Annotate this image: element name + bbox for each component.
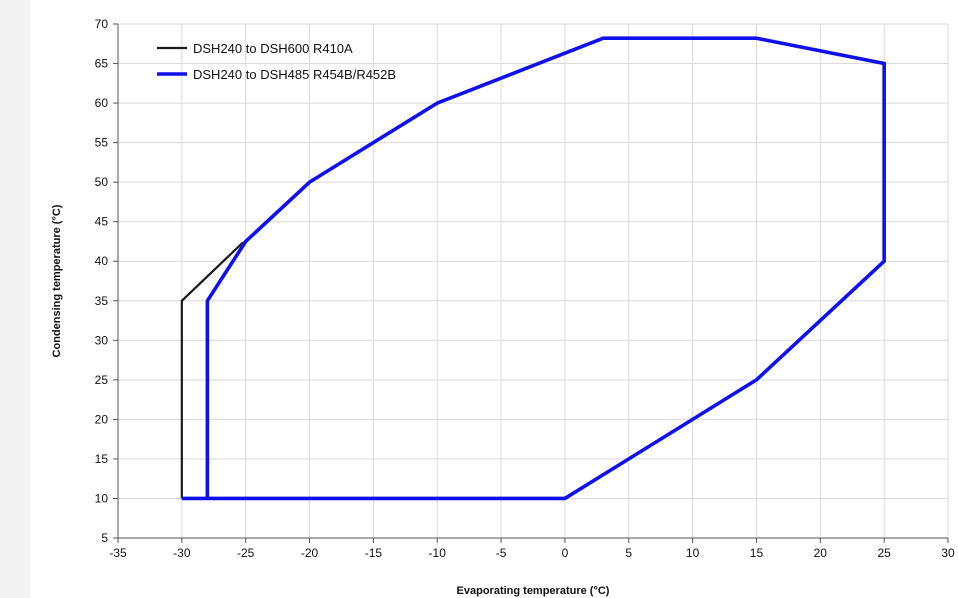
y-tick-label: 65 [95, 57, 109, 71]
y-tick-label: 50 [95, 175, 109, 189]
x-tick-label: -5 [496, 546, 507, 560]
x-tick-label: -20 [301, 546, 319, 560]
y-tick-label: 20 [95, 412, 109, 426]
y-tick-label: 25 [95, 373, 109, 387]
chart-series [182, 38, 884, 498]
x-tick-label: 10 [686, 546, 700, 560]
x-tick-label: 25 [877, 546, 891, 560]
y-tick-label: 35 [95, 294, 109, 308]
x-tick-label: 5 [625, 546, 632, 560]
x-tick-label: -15 [365, 546, 383, 560]
x-tick-label: 20 [814, 546, 828, 560]
y-tick-label: 30 [95, 333, 109, 347]
y-tick-label: 15 [95, 452, 109, 466]
series-line-1 [182, 242, 243, 498]
y-tick-label: 5 [101, 531, 108, 545]
series-line-2 [182, 38, 884, 498]
y-tick-label: 60 [95, 96, 109, 110]
x-tick-label: -35 [109, 546, 127, 560]
y-axis-title: Condensing temperature (°C) [51, 204, 63, 357]
x-axis-title: Evaporating temperature (°C) [457, 585, 610, 597]
chart-legend: DSH240 to DSH600 R410A DSH240 to DSH485 R… [157, 41, 396, 82]
chart-grid [118, 24, 948, 538]
chart-axes: -35 -30 -25 -20 -15 -10 -5 0 5 10 15 20 25 30 5 10 15 20 2… [95, 17, 955, 560]
x-tick-label: 30 [941, 546, 955, 560]
x-tick-label: 0 [562, 546, 569, 560]
x-tick-label: -10 [429, 546, 447, 560]
legend-label-2: DSH240 to DSH485 R454B/R452B [193, 67, 396, 82]
y-tick-label: 70 [95, 17, 109, 31]
legend-label-1: DSH240 to DSH600 R410A [193, 41, 353, 56]
y-tick-label: 55 [95, 136, 109, 150]
y-tick-label: 40 [95, 254, 109, 268]
y-tick-label: 45 [95, 215, 109, 229]
x-tick-label: -30 [173, 546, 191, 560]
x-tick-label: -25 [237, 546, 255, 560]
x-tick-label: 15 [750, 546, 764, 560]
y-tick-label: 10 [95, 491, 109, 505]
